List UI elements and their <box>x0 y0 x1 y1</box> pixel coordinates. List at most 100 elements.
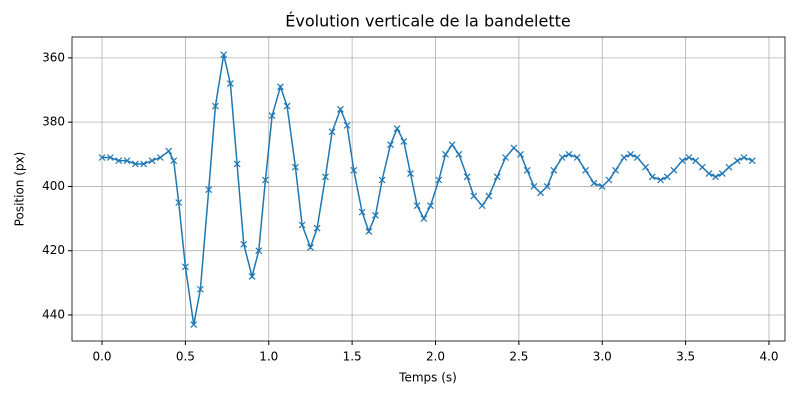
data-marker <box>387 141 394 149</box>
data-marker <box>400 138 408 145</box>
x-tick-label: 2.0 <box>426 350 445 364</box>
x-tick-label: 3.0 <box>593 350 612 364</box>
data-marker <box>196 285 204 293</box>
data-marker <box>313 224 321 232</box>
data-marker <box>510 144 518 152</box>
data-marker <box>502 154 509 161</box>
data-marker <box>233 160 241 168</box>
data-marker <box>220 51 228 59</box>
data-marker <box>413 202 421 210</box>
data-marker <box>530 183 538 190</box>
data-marker <box>170 157 178 165</box>
chart-title: Évolution verticale de la bandelette <box>285 12 570 31</box>
y-tick-label: 420 <box>42 243 65 257</box>
data-marker <box>705 170 713 177</box>
data-marker <box>663 173 671 181</box>
data-marker <box>633 154 641 161</box>
y-axis-label: Position (px) <box>13 152 27 227</box>
x-axis-label: Temps (s) <box>398 371 457 385</box>
data-marker <box>493 173 501 181</box>
data-marker <box>115 157 123 165</box>
data-marker <box>573 154 581 161</box>
data-marker <box>148 157 156 165</box>
data-marker <box>657 176 665 184</box>
data-marker <box>298 221 306 229</box>
data-marker <box>455 150 463 158</box>
data-marker <box>277 83 284 91</box>
data-marker <box>358 208 366 216</box>
data-marker <box>620 154 628 161</box>
data-marker <box>261 176 269 184</box>
data-marker <box>248 272 256 280</box>
data-marker <box>427 202 434 210</box>
data-marker <box>407 170 414 177</box>
data-marker <box>140 160 148 168</box>
data-marker <box>685 154 693 161</box>
data-marker <box>343 121 351 129</box>
data-marker <box>283 102 291 110</box>
x-tick-label: 1.0 <box>259 350 278 364</box>
data-marker <box>175 199 183 206</box>
data-marker <box>485 192 493 200</box>
data-marker <box>268 112 276 120</box>
data-marker <box>420 215 428 222</box>
data-marker <box>393 125 401 133</box>
data-marker <box>718 170 726 177</box>
data-marker <box>550 166 558 174</box>
x-tick-label: 0.5 <box>176 350 195 364</box>
data-marker <box>517 150 524 158</box>
data-marker <box>226 80 234 88</box>
data-marker <box>435 176 443 184</box>
data-marker <box>98 154 106 161</box>
data-marker <box>648 173 656 181</box>
data-marker <box>205 186 213 194</box>
data-marker <box>165 147 173 155</box>
data-marker <box>448 141 456 149</box>
data-marker <box>523 166 531 174</box>
data-marker <box>748 157 756 165</box>
plot-frame <box>71 36 786 342</box>
data-marker <box>537 189 544 197</box>
x-tick-label: 0.0 <box>92 350 111 364</box>
data-marker <box>740 154 748 161</box>
data-marker <box>678 157 686 165</box>
data-marker <box>470 192 478 200</box>
data-marker <box>543 183 551 190</box>
data-marker <box>463 173 471 181</box>
data-marker <box>131 160 139 168</box>
data-marker <box>478 202 486 210</box>
data-marker <box>605 176 613 184</box>
y-tick-label: 360 <box>42 50 65 64</box>
x-tick-label: 1.5 <box>343 350 362 364</box>
data-marker <box>328 128 336 136</box>
data-marker <box>337 105 344 113</box>
data-marker <box>211 102 219 110</box>
data-marker <box>590 179 598 187</box>
data-marker <box>322 173 329 181</box>
data-marker <box>240 240 248 248</box>
data-marker <box>582 166 589 174</box>
data-marker <box>123 157 131 165</box>
data-marker <box>558 154 566 161</box>
data-marker <box>733 157 741 165</box>
data-marker <box>670 166 678 174</box>
x-tick-label: 2.5 <box>509 350 528 364</box>
data-marker <box>365 227 373 235</box>
data-marker <box>598 183 606 190</box>
x-tick-label: 3.5 <box>676 350 695 364</box>
data-marker <box>712 173 720 181</box>
data-marker <box>725 163 733 171</box>
data-marker <box>378 176 386 184</box>
data-marker <box>627 150 635 158</box>
data-marker <box>372 211 379 219</box>
data-marker <box>565 150 573 158</box>
y-tick-label: 440 <box>42 307 65 321</box>
data-marker <box>255 247 263 255</box>
data-marker <box>692 157 700 165</box>
x-tick-label: 4.0 <box>759 350 778 364</box>
data-marker <box>612 166 620 174</box>
data-marker <box>292 163 299 171</box>
data-marker <box>156 154 164 161</box>
